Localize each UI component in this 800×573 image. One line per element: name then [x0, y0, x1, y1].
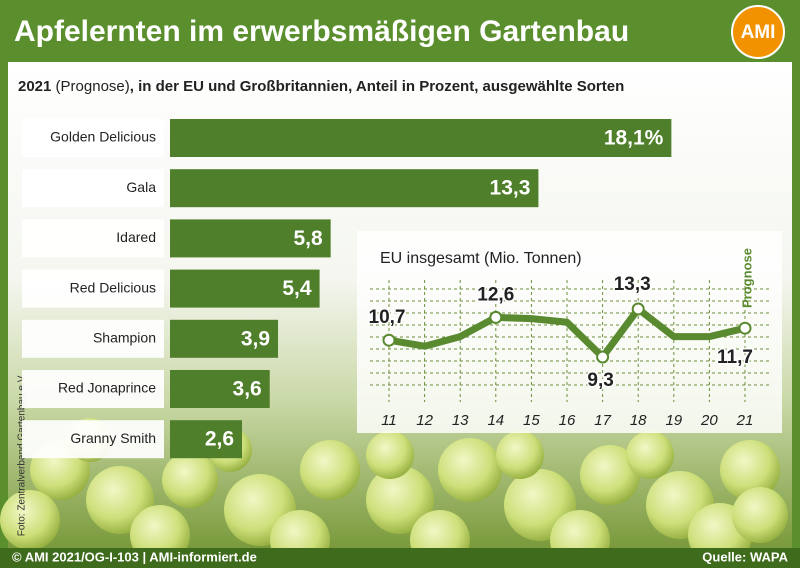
x-tick-label: 14 [487, 412, 504, 429]
title: Apfelernten im erwerbsmäßigen Gartenbau [14, 15, 629, 48]
line [388, 305, 746, 361]
label-box [22, 119, 164, 157]
x-tick-label: 18 [630, 412, 647, 429]
footer-left: © AMI 2021/OG-I-103 | AMI-informiert.de [12, 549, 257, 564]
value-label: 18,1% [604, 127, 664, 150]
label-box [22, 370, 164, 408]
apple [720, 440, 780, 500]
label-box [22, 319, 164, 358]
value-label: 5,4 [282, 277, 312, 300]
category-label: Red Delicious [70, 279, 156, 295]
x-tick-label: 11 [381, 412, 397, 429]
inset-panel [357, 231, 782, 433]
apple [366, 466, 434, 534]
apple [732, 487, 788, 543]
apple [580, 445, 640, 505]
marker [596, 350, 610, 364]
inset-title: EU insgesamt (Mio. Tonnen) [380, 250, 582, 267]
apple [300, 440, 360, 500]
bar [170, 219, 331, 258]
x-tick-label: 20 [700, 412, 718, 429]
bar [170, 269, 320, 308]
label-box [22, 269, 164, 308]
x-tick-label: 15 [523, 412, 540, 429]
marker [631, 302, 645, 316]
line-chart: 11 10,7 12 13 14 12,6 15 16 17 9,3 18 13,3 19 20 21 11,… [367, 248, 770, 429]
value-label: 13,3 [490, 177, 531, 200]
value-label: 5,8 [293, 227, 323, 250]
bar [170, 370, 270, 408]
subtitle-part: (Prognose) [51, 78, 129, 95]
subtitle-part: , in der EU und Großbritannien, Anteil i… [130, 78, 625, 95]
x-tick-label: 21 [736, 412, 754, 429]
x-tick-label: 19 [665, 412, 682, 429]
annotation: Prognose [739, 248, 754, 308]
marker [382, 333, 396, 347]
value-label: 9,3 [587, 370, 613, 391]
category-label: Idared [116, 229, 156, 245]
value-label: 10,7 [369, 307, 406, 328]
x-tick-label: 17 [594, 412, 611, 429]
logo-text: AMI [741, 22, 776, 43]
category-label: Red Jonaprince [58, 380, 156, 396]
value-label: 3,9 [241, 327, 270, 350]
category-label: Granny Smith [70, 430, 156, 446]
label-box [22, 219, 164, 258]
label-box [22, 169, 164, 208]
marker [489, 310, 503, 324]
subtitle-part: 2021 [18, 78, 51, 95]
bar [170, 420, 243, 459]
apple [626, 431, 674, 479]
value-label: 12,6 [477, 284, 514, 305]
footer-bar [0, 548, 800, 568]
photo [0, 418, 788, 570]
apple [366, 431, 414, 479]
apple [496, 431, 544, 479]
bar [170, 119, 672, 157]
footer-right: Quelle: WAPA [702, 549, 788, 564]
x-tick-label: 12 [416, 412, 433, 429]
value-label: 2,6 [205, 428, 234, 451]
category-label: Gala [126, 179, 156, 195]
category-label: Shampion [93, 330, 156, 346]
apple [438, 438, 502, 502]
bar [170, 319, 279, 358]
label-box [22, 420, 164, 459]
marker [738, 321, 752, 335]
value-label: 11,7 [717, 347, 753, 368]
x-tick-label: 16 [559, 412, 576, 429]
bar-chart: Golden Delicious 18,1% Gala 13,3 Idared 5,8 Re… [22, 119, 672, 459]
bar [170, 169, 539, 208]
x-tick-label: 13 [452, 412, 469, 429]
logo [731, 5, 785, 59]
apple [162, 452, 218, 508]
value-label: 3,6 [233, 378, 262, 401]
apple [0, 490, 60, 550]
category-label: Golden Delicious [50, 129, 156, 145]
subtitle: 2021 (Prognose), in der EU und Großbrita… [18, 78, 624, 95]
value-label: 13,3 [614, 274, 651, 295]
